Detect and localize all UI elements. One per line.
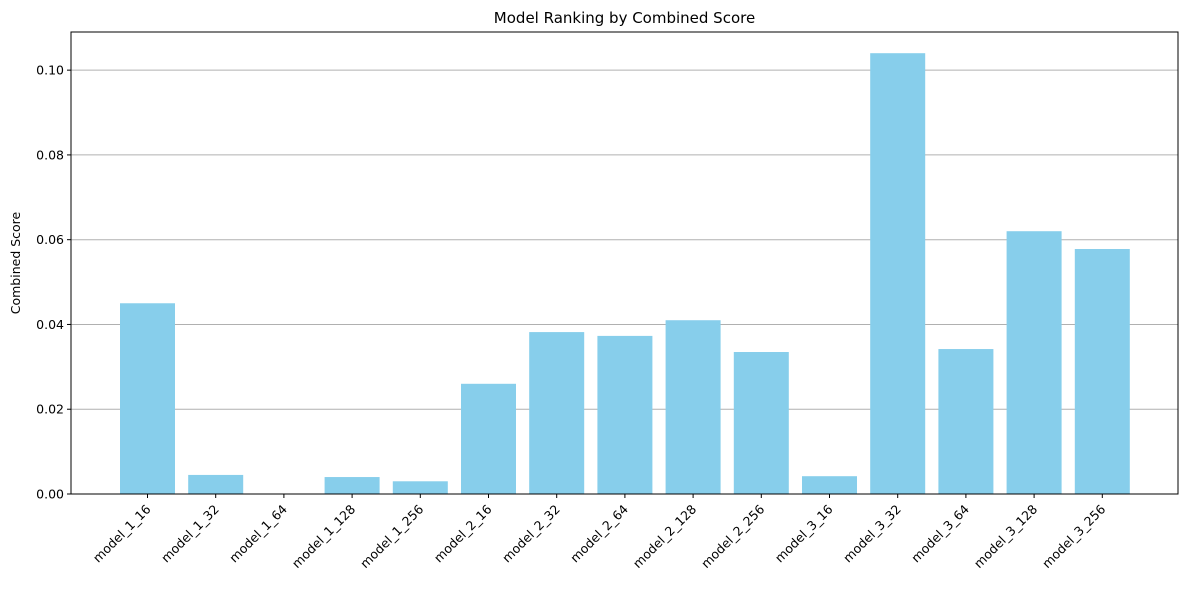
x-tick-label: model_3_128 [971, 501, 1040, 570]
x-tick-label: model_3_256 [1039, 501, 1108, 570]
bar-model_1_32 [188, 474, 244, 494]
x-tick-label: model_1_32 [158, 502, 222, 566]
y-tick-label: 0.10 [36, 63, 64, 78]
y-axis-ticks: 0.00 0.02 0.04 0.06 0.08 0.10 [36, 63, 71, 502]
bar-model_3_256 [1074, 249, 1130, 494]
bar-model_1_16 [120, 303, 175, 494]
bar-model_2_64 [597, 335, 653, 494]
bars [120, 53, 1130, 495]
x-tick-label: model_2_256 [698, 501, 767, 570]
x-tick-label: model_1_16 [90, 501, 154, 565]
bar-model_2_256 [733, 352, 789, 494]
x-tick-label: model_1_64 [226, 501, 290, 565]
bar-model_1_128 [324, 477, 380, 494]
y-tick-label: 0.00 [36, 487, 64, 502]
bar-model_3_128 [1006, 231, 1062, 495]
x-tick-label: model_3_32 [840, 502, 904, 566]
x-tick-label: model_2_64 [567, 501, 631, 565]
bar-model_1_256 [392, 481, 448, 494]
x-tick-label: model_2_16 [431, 501, 495, 565]
x-tick-label: model_3_16 [772, 501, 836, 565]
x-tick-label: model_2_128 [630, 501, 699, 570]
y-tick-label: 0.02 [36, 402, 64, 417]
bar-model_3_16 [802, 476, 857, 494]
bar-model_3_64 [938, 349, 994, 494]
bar-model_3_32 [870, 53, 926, 495]
y-tick-label: 0.04 [36, 317, 64, 332]
x-tick-label: model_1_128 [289, 501, 358, 570]
bar-model_2_32 [529, 332, 585, 494]
x-tick-label: model_2_32 [499, 502, 563, 566]
plot-frame [70, 31, 1179, 495]
y-tick-label: 0.08 [36, 147, 64, 162]
bar-model_2_128 [665, 320, 721, 494]
x-tick-label: model_1_256 [357, 501, 426, 570]
chart-title: Model Ranking by Combined Score [494, 9, 755, 27]
x-axis-ticks: model_1_16 model_1_32 model_1_64model_1_12… [90, 494, 1108, 571]
y-axis-title: Combined Score [8, 211, 23, 314]
bar-model_2_16 [461, 383, 516, 494]
x-tick-label: model_3_64 [908, 501, 972, 565]
grid-lines [71, 69, 1178, 410]
y-tick-label: 0.06 [36, 232, 64, 247]
